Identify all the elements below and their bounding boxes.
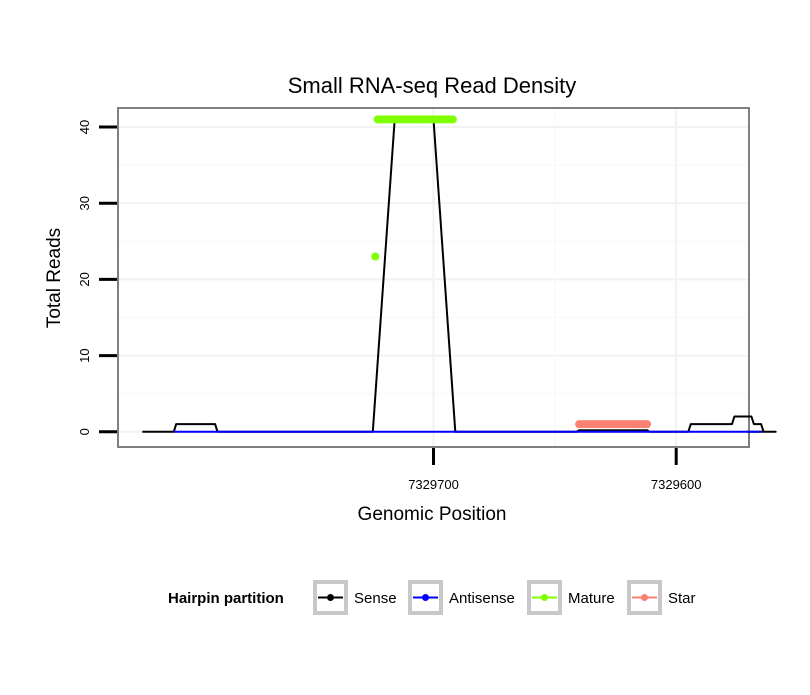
legend: Hairpin partition Sense Antisense Mature St… <box>168 580 696 615</box>
legend-item-sense: Sense <box>313 580 397 615</box>
legend-item-antisense: Antisense <box>408 580 515 615</box>
legend-item-star: Star <box>627 580 696 615</box>
grid-layer <box>118 108 749 447</box>
y-tick-label: 10 <box>77 348 92 362</box>
y-tick-label: 0 <box>77 428 92 435</box>
x-tick-label: 7329600 <box>651 477 702 492</box>
chart-title: Small RNA-seq Read Density <box>288 73 577 98</box>
legend-title: Hairpin partition <box>168 590 284 607</box>
y-tick-label: 30 <box>77 196 92 210</box>
legend-item-mature: Mature <box>527 580 615 615</box>
axis-layer: 0 10 20 30 40 7329700 7329600 <box>77 120 702 492</box>
y-tick-label: 20 <box>77 272 92 286</box>
legend-key-point <box>641 594 648 601</box>
legend-label: Sense <box>354 590 397 607</box>
y-axis-label: Total Reads <box>44 228 65 328</box>
plot-panel-border <box>117 107 750 448</box>
series-layer <box>142 115 777 433</box>
legend-label: Antisense <box>449 590 515 607</box>
y-tick-label: 40 <box>77 120 92 134</box>
x-axis-label: Genomic Position <box>358 504 507 525</box>
legend-key-point <box>327 594 334 601</box>
sense-series-line <box>142 118 777 433</box>
mature-data-point <box>448 115 457 124</box>
legend-label: Star <box>668 590 696 607</box>
legend-label: Mature <box>568 590 615 607</box>
legend-key-point <box>541 594 548 601</box>
x-tick-label: 7329700 <box>408 477 459 492</box>
star-data-point <box>643 420 652 429</box>
mature-data-point <box>371 252 380 261</box>
legend-key-point <box>422 594 429 601</box>
